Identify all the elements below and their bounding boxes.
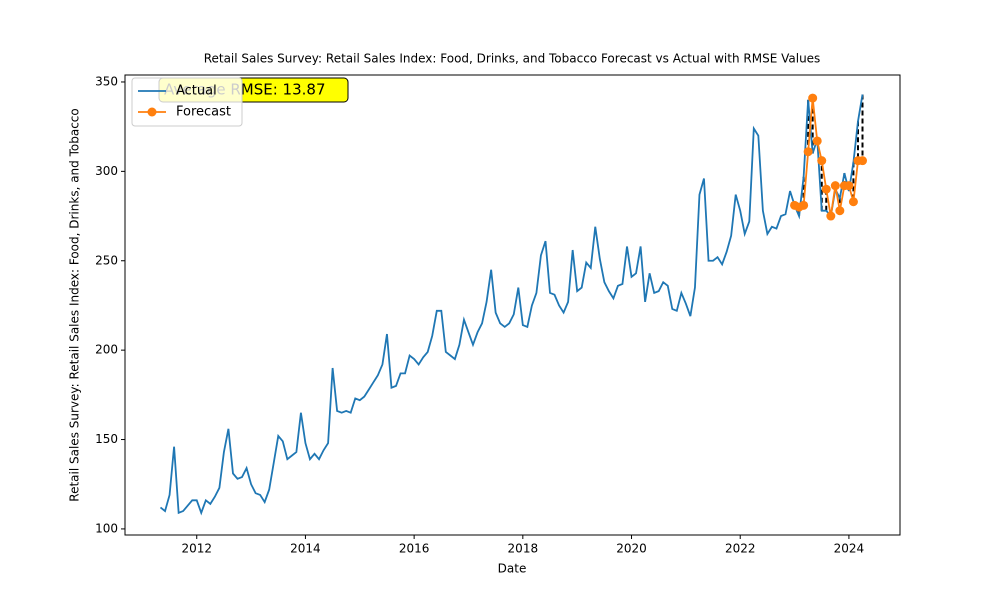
legend-box (131, 77, 243, 127)
y-tick-label: 350 (95, 74, 118, 88)
marker (817, 156, 827, 166)
marker (803, 147, 813, 157)
x-tick-label: 2014 (290, 542, 321, 556)
series-line (794, 97, 863, 217)
marker (830, 181, 840, 191)
marker (808, 93, 818, 103)
y-tick-label: 300 (95, 164, 118, 178)
marker (835, 206, 845, 216)
marker (844, 181, 854, 191)
y-tick-label: 200 (95, 343, 118, 357)
series-line (159, 94, 864, 516)
y-tick-label: 100 (95, 521, 118, 535)
y-tick-label: 150 (95, 432, 118, 446)
x-tick-label: 2018 (508, 542, 539, 556)
marker (858, 156, 867, 166)
y-tick-label: 250 (95, 253, 118, 267)
axes-frame (124, 74, 901, 536)
x-tick-label: 2022 (725, 542, 756, 556)
marker (812, 136, 822, 146)
legend-label: Forecast (176, 105, 231, 120)
x-tick-label: 2020 (616, 542, 647, 556)
x-axis-label: Date (498, 562, 527, 576)
x-tick-label: 2016 (399, 542, 430, 556)
y-axis-label: Retail Sales Survey: Retail Sales Index:… (68, 108, 82, 501)
marker (826, 211, 836, 221)
x-tick-label: 2024 (834, 542, 865, 556)
marker (848, 197, 858, 207)
x-tick-label: 2012 (181, 542, 212, 556)
marker (821, 184, 831, 194)
legend-marker (147, 107, 157, 117)
legend-label: Actual (176, 84, 217, 99)
marker (799, 200, 809, 210)
chart-title: Retail Sales Survey: Retail Sales Index:… (204, 52, 821, 66)
